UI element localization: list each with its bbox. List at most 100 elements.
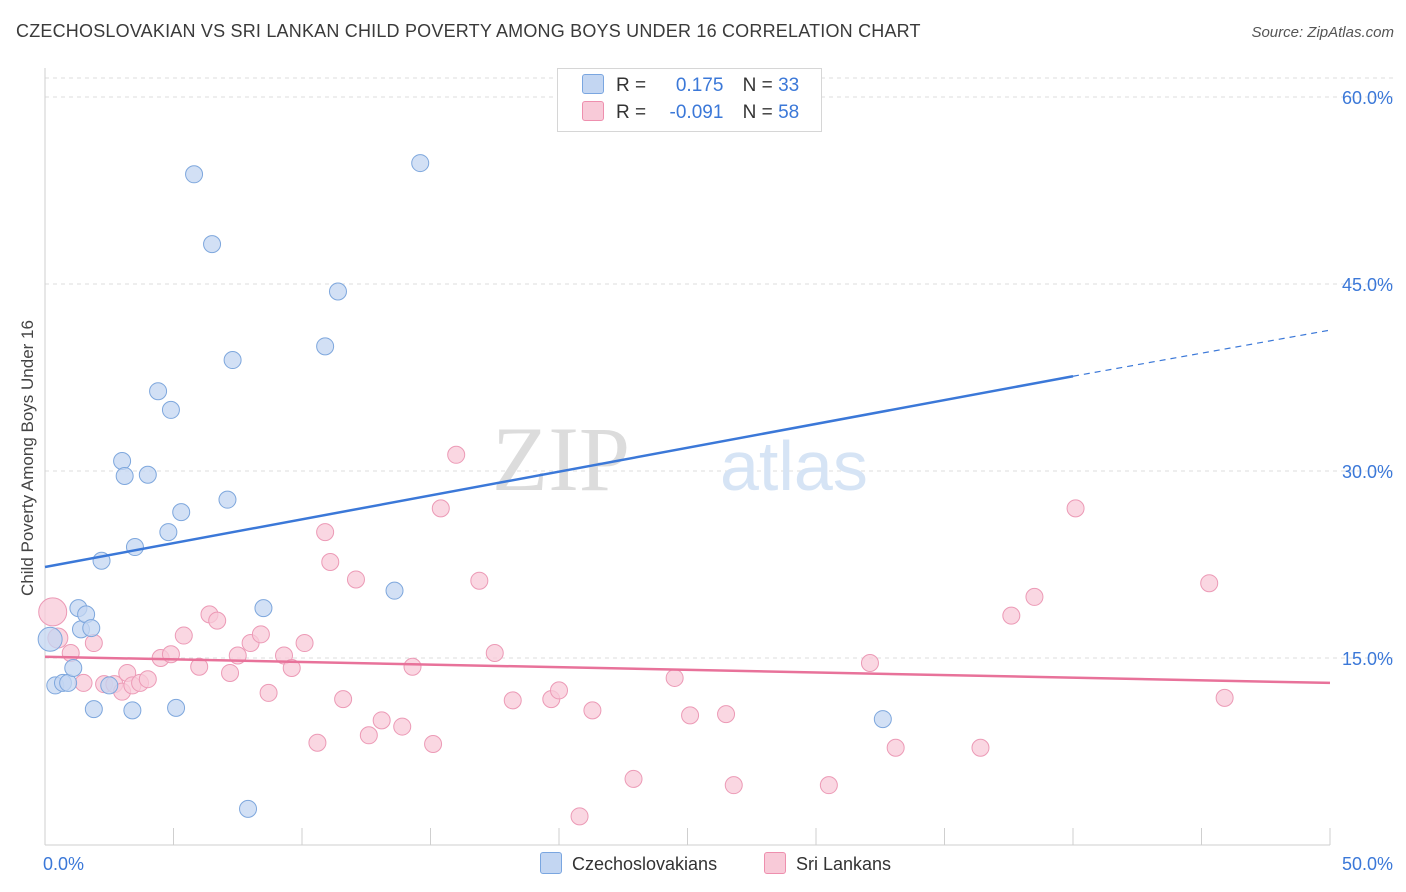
- legend-n-value: 33: [778, 75, 800, 96]
- czech-point: [82, 619, 101, 638]
- srilanka-point: [886, 738, 905, 757]
- legend-r-value: -0.091: [669, 102, 724, 123]
- czech-point: [316, 337, 335, 356]
- srilanka-point: [393, 717, 412, 736]
- legend-r-label: R =: [616, 75, 647, 96]
- czech-point: [239, 799, 258, 818]
- czech-point: [159, 523, 178, 542]
- czech-point: [161, 400, 180, 419]
- czech-point: [59, 673, 78, 692]
- czech-legend-swatch: [540, 852, 562, 874]
- y-tick-label: 45.0%: [1342, 275, 1393, 295]
- srilanka-swatch: [582, 101, 604, 121]
- srilanka-point: [84, 634, 103, 653]
- srilanka-point: [424, 735, 443, 754]
- srilanka-point: [138, 670, 157, 689]
- x-tick-label: 0.0%: [43, 854, 84, 874]
- srilanka-point: [485, 644, 504, 663]
- srilanka-points: [38, 445, 1234, 826]
- czech-point: [84, 700, 103, 719]
- legend-r-label: R =: [616, 102, 647, 123]
- trend-lines: [44, 329, 1331, 685]
- legend-item-srilanka: Sri Lankans: [764, 852, 891, 875]
- srilanka-point: [1002, 606, 1021, 625]
- y-tick-label: 15.0%: [1342, 649, 1393, 669]
- watermark-zip: ZIP: [492, 408, 630, 510]
- czech-point: [328, 282, 347, 301]
- legend-n-value: 58: [778, 102, 800, 123]
- srilanka-point: [259, 683, 278, 702]
- czech-point: [64, 658, 83, 677]
- legend-row-srilanka: R = -0.091 N = 58: [582, 101, 799, 127]
- srilanka-point: [681, 706, 700, 725]
- czech-point: [149, 382, 168, 401]
- srilanka-point: [316, 523, 335, 542]
- srilanka-point: [971, 738, 990, 757]
- czech-point: [411, 154, 430, 173]
- legend-n-label: N =: [742, 102, 773, 123]
- czech-point: [138, 465, 157, 484]
- srilanka-point: [1200, 574, 1219, 593]
- srilanka-point: [282, 658, 301, 677]
- srilanka-point: [74, 673, 93, 692]
- srilanka-point: [321, 553, 340, 572]
- gridlines: [45, 77, 1393, 659]
- watermark: ZIP atlas: [492, 408, 868, 510]
- srilanka-point: [503, 691, 522, 710]
- czech-point: [125, 538, 144, 557]
- czech-point: [100, 676, 119, 695]
- stats-legend: R = 0.175 N = 33 R = -0.091 N = 58: [557, 68, 822, 132]
- legend-r-value: 0.175: [675, 75, 724, 96]
- srilanka-point: [819, 776, 838, 795]
- srilanka-point: [583, 701, 602, 720]
- y-axis-label: Child Poverty Among Boys Under 16: [18, 320, 37, 596]
- axes: [44, 68, 1331, 846]
- czech-point: [223, 351, 242, 370]
- srilanka-point: [1025, 587, 1044, 606]
- legend-row-czech: R = 0.175 N = 33: [582, 74, 799, 100]
- srilanka-legend-swatch: [764, 852, 786, 874]
- legend-item-czech: Czechoslovakians: [540, 852, 717, 875]
- srilanka-point: [403, 657, 422, 676]
- legend-label-srilanka: Sri Lankans: [796, 854, 892, 874]
- y-tick-label: 30.0%: [1342, 462, 1393, 482]
- srilanka-point: [295, 634, 314, 653]
- srilanka-point: [308, 733, 327, 752]
- czech-point: [115, 466, 134, 485]
- czech-swatch: [582, 74, 604, 94]
- czech-trend-line: [44, 375, 1074, 569]
- srilanka-trend-line: [44, 655, 1331, 685]
- srilanka-point: [665, 668, 684, 687]
- srilanka-point: [860, 653, 879, 672]
- srilanka-point: [174, 626, 193, 645]
- srilanka-point: [624, 769, 643, 788]
- srilanka-point: [431, 499, 450, 518]
- x-tick-label: 50.0%: [1342, 854, 1393, 874]
- srilanka-point: [61, 644, 80, 663]
- srilanka-point: [334, 690, 353, 709]
- czech-point: [167, 698, 186, 717]
- srilanka-point: [724, 776, 743, 795]
- srilanka-point: [208, 611, 227, 630]
- czech-point: [385, 581, 404, 600]
- srilanka-point: [372, 711, 391, 730]
- czech-point: [218, 490, 237, 509]
- legend-n-label: N =: [742, 75, 773, 96]
- czech-point: [123, 701, 142, 720]
- czech-point: [37, 626, 63, 652]
- srilanka-point: [346, 570, 365, 589]
- czech-point: [254, 599, 273, 618]
- srilanka-point: [717, 705, 736, 724]
- watermark-atlas: atlas: [720, 427, 868, 505]
- y-tick-label: 60.0%: [1342, 88, 1393, 108]
- srilanka-point: [251, 625, 270, 644]
- srilanka-point: [38, 597, 68, 627]
- czech-point: [113, 452, 132, 471]
- srilanka-point: [359, 726, 378, 745]
- tick-labels: 15.0% 30.0% 45.0% 60.0% 0.0% 50.0%: [43, 88, 1393, 874]
- srilanka-point: [447, 445, 466, 464]
- source-label: Source: ZipAtlas.com: [1251, 24, 1394, 41]
- legend-label-czech: Czechoslovakians: [572, 854, 718, 874]
- czech-point: [185, 165, 204, 184]
